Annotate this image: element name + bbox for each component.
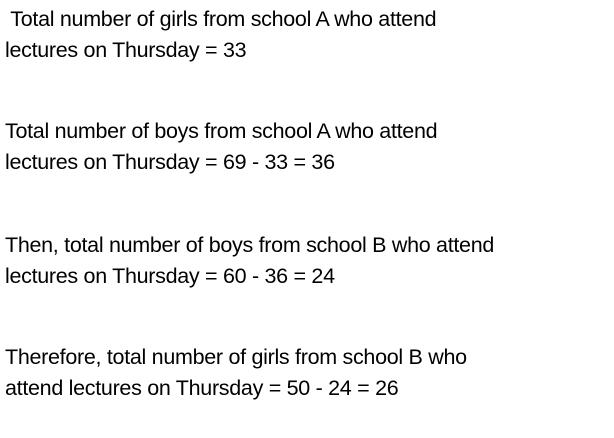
statement-line: attend lectures on Thursday = 50 - 24 = …	[5, 376, 399, 400]
girls-school-b-statement: Therefore, total number of girls from sc…	[5, 342, 467, 404]
statement-line: lectures on Thursday = 33	[5, 38, 247, 62]
statement-line: Total number of boys from school A who a…	[5, 119, 438, 143]
girls-school-a-statement: Total number of girls from school A who …	[5, 4, 437, 66]
statement-line: lectures on Thursday = 60 - 36 = 24	[5, 264, 335, 288]
statement-line: lectures on Thursday = 69 - 33 = 36	[5, 150, 335, 174]
statement-line: Therefore, total number of girls from sc…	[5, 345, 467, 369]
statement-line: Total number of girls from school A who …	[5, 7, 437, 31]
boys-school-a-statement: Total number of boys from school A who a…	[5, 116, 438, 178]
boys-school-b-statement: Then, total number of boys from school B…	[5, 230, 494, 292]
statement-line: Then, total number of boys from school B…	[5, 233, 495, 257]
